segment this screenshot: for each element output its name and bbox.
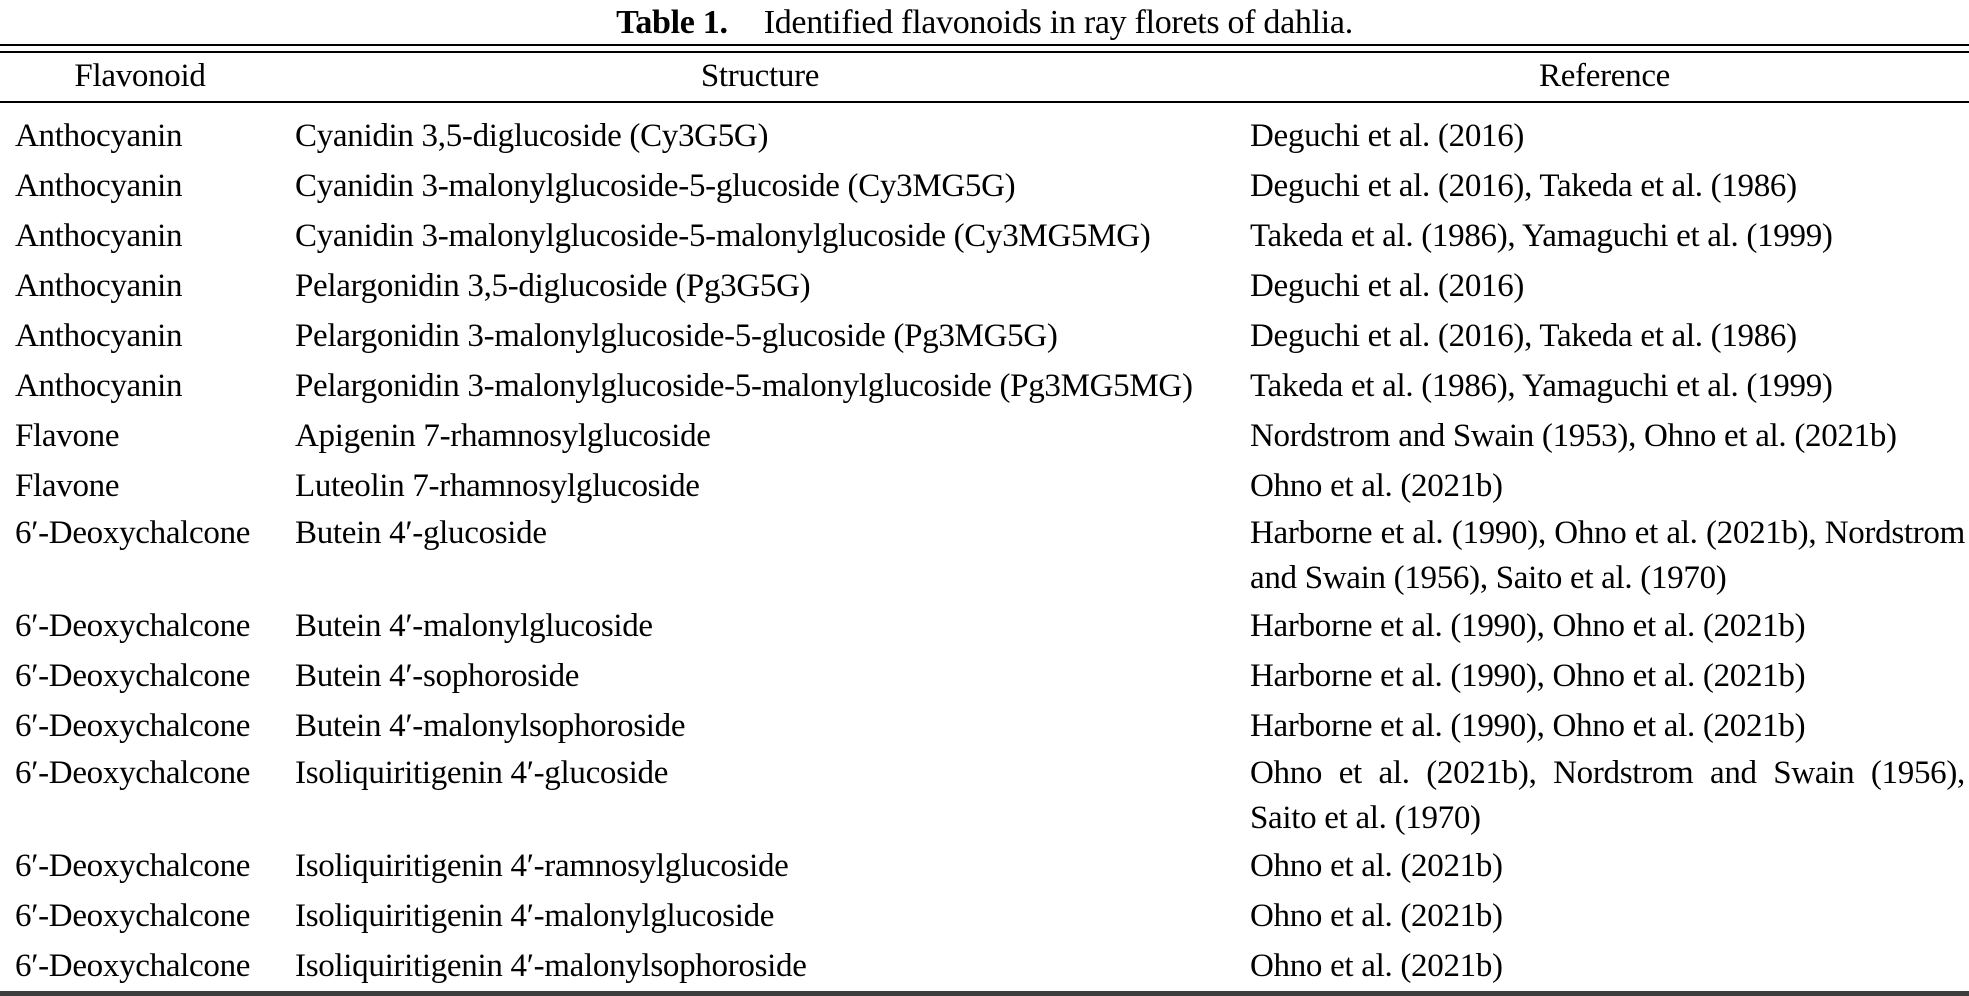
flavonoid-cell: 6′-Deoxychalcone [15, 515, 251, 551]
reference-cell: Deguchi et al. (2016) [1250, 118, 1525, 154]
table-title: Identified flavonoids in ray florets of … [763, 4, 1354, 41]
table-row: Anthocyanin Pelargonidin 3-malonylglucos… [0, 361, 1969, 411]
structure-cell: Pelargonidin 3-malonylglucoside-5-malony… [295, 368, 1193, 404]
table-row: 6′-Deoxychalcone Isoliquiritigenin 4′-gl… [0, 751, 1969, 841]
reference-line: and Swain (1956), Saito et al. (1970) [1250, 560, 1727, 596]
table-row: 6′-Deoxychalcone Isoliquiritigenin 4′-ma… [0, 941, 1969, 991]
structure-cell: Cyanidin 3,5-diglucoside (Cy3G5G) [295, 118, 769, 154]
reference-cell: Ohno et al. (2021b), Nordstrom and Swain… [1240, 751, 1969, 841]
table-row: 6′-Deoxychalcone Butein 4′-malonylglucos… [0, 601, 1969, 651]
table-row: 6′-Deoxychalcone Butein 4′-glucoside Har… [0, 511, 1969, 601]
table-row: Anthocyanin Cyanidin 3-malonylglucoside-… [0, 211, 1969, 261]
table-number: Table 1. [616, 4, 728, 41]
flavonoid-cell: 6′-Deoxychalcone [15, 948, 251, 984]
flavonoid-cell: Anthocyanin [15, 268, 183, 304]
reference-cell: Ohno et al. (2021b) [1250, 848, 1503, 884]
table-row: Anthocyanin Cyanidin 3,5-diglucoside (Cy… [0, 111, 1969, 161]
reference-cell: Takeda et al. (1986), Yamaguchi et al. (… [1250, 368, 1833, 404]
reference-cell: Ohno et al. (2021b) [1250, 898, 1503, 934]
table-row: Anthocyanin Pelargonidin 3-malonylglucos… [0, 311, 1969, 361]
flavonoid-cell: Flavone [15, 418, 120, 454]
structure-cell: Butein 4′-glucoside [295, 515, 547, 551]
flavonoid-cell: Anthocyanin [15, 118, 183, 154]
top-double-rule [0, 44, 1969, 53]
structure-cell: Pelargonidin 3-malonylglucoside-5-glucos… [295, 318, 1058, 354]
table-caption: Table 1. Identified flavonoids in ray flo… [0, 0, 1969, 44]
flavonoid-cell: 6′-Deoxychalcone [15, 848, 251, 884]
reference-cell: Harborne et al. (1990), Ohno et al. (202… [1240, 511, 1969, 601]
flavonoid-cell: Anthocyanin [15, 168, 183, 204]
reference-line: Saito et al. (1970) [1250, 800, 1481, 836]
table-header-row: Flavonoid Structure Reference [0, 53, 1969, 103]
reference-cell: Nordstrom and Swain (1953), Ohno et al. … [1250, 418, 1897, 454]
table-row: 6′-Deoxychalcone Butein 4′-malonylsophor… [0, 701, 1969, 751]
reference-cell: Takeda et al. (1986), Yamaguchi et al. (… [1250, 218, 1833, 254]
reference-cell: Deguchi et al. (2016), Takeda et al. (19… [1250, 168, 1797, 204]
reference-cell: Deguchi et al. (2016) [1250, 268, 1525, 304]
table-body: Anthocyanin Cyanidin 3,5-diglucoside (Cy… [0, 103, 1969, 991]
reference-cell: Ohno et al. (2021b) [1250, 948, 1503, 984]
structure-cell: Isoliquiritigenin 4′-ramnosylglucoside [295, 848, 789, 884]
structure-cell: Butein 4′-malonylglucoside [295, 608, 653, 644]
structure-cell: Cyanidin 3-malonylglucoside-5-malonylglu… [295, 218, 1151, 254]
structure-cell: Butein 4′-sophoroside [295, 658, 580, 694]
reference-line: Ohno et al. (2021b), Nordstrom and Swain… [1250, 755, 1965, 791]
table-row: Flavone Luteolin 7-rhamnosylglucoside Oh… [0, 461, 1969, 511]
structure-cell: Butein 4′-malonylsophoroside [295, 708, 686, 744]
structure-cell: Luteolin 7-rhamnosylglucoside [295, 468, 700, 504]
structure-cell: Cyanidin 3-malonylglucoside-5-glucoside … [295, 168, 1016, 204]
table-row: Flavone Apigenin 7-rhamnosylglucoside No… [0, 411, 1969, 461]
structure-cell: Isoliquiritigenin 4′-glucoside [295, 755, 669, 791]
table-row: 6′-Deoxychalcone Butein 4′-sophoroside H… [0, 651, 1969, 701]
flavonoid-cell: 6′-Deoxychalcone [15, 755, 251, 791]
flavonoid-cell: 6′-Deoxychalcone [15, 658, 251, 694]
structure-cell: Isoliquiritigenin 4′-malonylglucoside [295, 898, 775, 934]
flavonoid-cell: Anthocyanin [15, 368, 183, 404]
flavonoid-cell: Anthocyanin [15, 318, 183, 354]
structure-cell: Pelargonidin 3,5-diglucoside (Pg3G5G) [295, 268, 811, 304]
bottom-rule [0, 991, 1969, 996]
reference-cell: Harborne et al. (1990), Ohno et al. (202… [1250, 658, 1806, 694]
table-row: Anthocyanin Cyanidin 3-malonylglucoside-… [0, 161, 1969, 211]
structure-cell: Isoliquiritigenin 4′-malonylsophoroside [295, 948, 807, 984]
column-header-flavonoid: Flavonoid [74, 58, 206, 94]
reference-cell: Harborne et al. (1990), Ohno et al. (202… [1250, 708, 1806, 744]
table-row: Anthocyanin Pelargonidin 3,5-diglucoside… [0, 261, 1969, 311]
flavonoid-cell: 6′-Deoxychalcone [15, 898, 251, 934]
reference-cell: Ohno et al. (2021b) [1250, 468, 1503, 504]
flavonoid-cell: 6′-Deoxychalcone [15, 608, 251, 644]
reference-cell: Harborne et al. (1990), Ohno et al. (202… [1250, 608, 1806, 644]
reference-line: Harborne et al. (1990), Ohno et al. (202… [1250, 515, 1965, 551]
structure-cell: Apigenin 7-rhamnosylglucoside [295, 418, 711, 454]
reference-cell: Deguchi et al. (2016), Takeda et al. (19… [1250, 318, 1797, 354]
column-header-reference: Reference [1538, 58, 1671, 94]
flavonoid-cell: Anthocyanin [15, 218, 183, 254]
column-header-structure: Structure [700, 58, 820, 94]
flavonoid-cell: Flavone [15, 468, 120, 504]
table-row: 6′-Deoxychalcone Isoliquiritigenin 4′-ma… [0, 891, 1969, 941]
table-row: 6′-Deoxychalcone Isoliquiritigenin 4′-ra… [0, 841, 1969, 891]
flavonoid-cell: 6′-Deoxychalcone [15, 708, 251, 744]
